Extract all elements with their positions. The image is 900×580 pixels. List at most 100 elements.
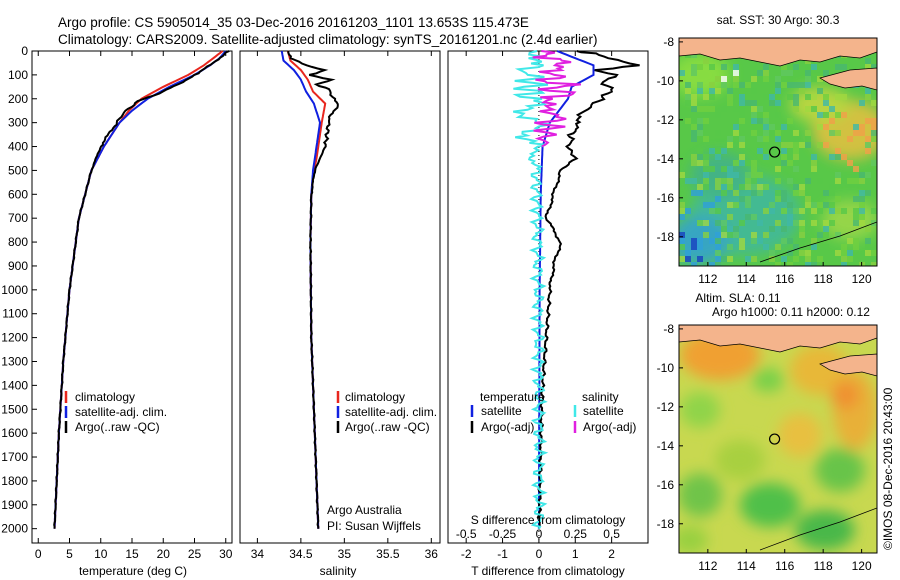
- sst-cell: [847, 160, 853, 166]
- sst-cell: [835, 148, 841, 154]
- sst-cell: [853, 220, 859, 226]
- sst-cell: [781, 154, 787, 160]
- legend-salinity-title: salinity: [582, 390, 619, 404]
- sst-cell: [799, 142, 805, 148]
- sla-map-field: [679, 325, 877, 553]
- sst-cell: [739, 82, 745, 88]
- sst-cell: [733, 70, 739, 76]
- sst-cell: [829, 118, 835, 124]
- sst-cell: [829, 202, 835, 208]
- sst-cell: [799, 250, 805, 256]
- sst-cell: [697, 154, 703, 160]
- sst-cell: [859, 220, 865, 226]
- sst-cell: [865, 94, 871, 100]
- sst-cell: [703, 232, 709, 238]
- sst-cell: [697, 238, 703, 244]
- sst-cell: [745, 256, 751, 262]
- sst-cell: [853, 130, 859, 136]
- sst-cell: [715, 88, 721, 94]
- sst-cell: [715, 130, 721, 136]
- sst-cell: [733, 64, 739, 70]
- sst-cell: [751, 190, 757, 196]
- sst-cell: [763, 124, 769, 130]
- legend-temperature-title: temperature: [480, 390, 545, 404]
- sst-cell: [829, 184, 835, 190]
- sst-cell: [691, 124, 697, 130]
- sst-cell: [811, 94, 817, 100]
- sst-cell: [769, 130, 775, 136]
- sst-cell: [739, 136, 745, 142]
- lon-tick-label: 114: [737, 559, 756, 573]
- sst-cell: [847, 64, 853, 70]
- sst-cell: [865, 118, 871, 124]
- sst-cell: [823, 112, 829, 118]
- temperature-yticks: 0 100 200 300 400 500 600 700 800 900 1000 1100 1200…: [1, 44, 37, 536]
- lon-tick-label: 112: [698, 272, 717, 286]
- difference-plot: -2 -1 0 1 2 -0.5 -0.25 0 0.25 0.5: [456, 50, 640, 561]
- sst-cell: [739, 100, 745, 106]
- sst-cell: [739, 220, 745, 226]
- sst-cell: [805, 64, 811, 70]
- institution-annotation: Argo Australia: [327, 503, 402, 517]
- sst-cell: [691, 262, 697, 266]
- sst-cell: [745, 196, 751, 202]
- sst-cell: [733, 130, 739, 136]
- sst-cell: [847, 262, 853, 266]
- x-tick-label: 36: [425, 547, 439, 561]
- legend-argo: Argo(..raw -QC): [75, 420, 160, 434]
- figure-title-line2: Climatology: CARS2009. Satellite-adjuste…: [58, 32, 598, 47]
- sst-cell: [733, 202, 739, 208]
- sst-cell: [691, 136, 697, 142]
- sst-cell: [787, 142, 793, 148]
- sst-cell: [721, 106, 727, 112]
- series-line: [287, 50, 339, 529]
- sst-cell: [865, 148, 871, 154]
- sst-cell: [721, 190, 727, 196]
- sst-cell: [679, 214, 685, 220]
- sst-cell: [697, 88, 703, 94]
- sst-cell: [745, 160, 751, 166]
- sst-cell: [679, 256, 685, 262]
- sst-cell: [715, 148, 721, 154]
- sst-cell: [709, 202, 715, 208]
- salinity-legend: climatology satellite-adj. clim. Argo(..…: [327, 390, 437, 533]
- sst-cell: [703, 178, 709, 184]
- sst-cell: [775, 112, 781, 118]
- sst-cell: [703, 220, 709, 226]
- sst-cell: [859, 178, 865, 184]
- sst-map-ticks: 112 114 116 118 120 -8 -10 -12 -14 -16 -18: [657, 35, 872, 286]
- sst-cell: [811, 76, 817, 82]
- sst-cell: [829, 154, 835, 160]
- sst-cell: [871, 136, 877, 142]
- sst-cell: [781, 238, 787, 244]
- sst-cell: [769, 202, 775, 208]
- sst-cell: [781, 142, 787, 148]
- sla-map-subtitle: Argo h1000: 0.11 h2000: 0.12: [712, 305, 870, 319]
- x-tick-label: 0: [35, 547, 42, 561]
- sst-cell: [781, 208, 787, 214]
- sst-cell: [709, 238, 715, 244]
- lon-tick-label: 118: [814, 272, 833, 286]
- sst-cell: [775, 76, 781, 82]
- sst-cell: [751, 100, 757, 106]
- sst-cell: [823, 142, 829, 148]
- depth-tick-label: 1400: [1, 378, 28, 392]
- sst-cell: [757, 118, 763, 124]
- legend-satellite: satellite-adj. clim.: [75, 405, 167, 419]
- sst-cell: [793, 100, 799, 106]
- sst-cell: [769, 94, 775, 100]
- sst-cell: [805, 256, 811, 262]
- sst-cell: [721, 256, 727, 262]
- sst-cell: [709, 88, 715, 94]
- sst-cell: [745, 172, 751, 178]
- sst-cell: [841, 244, 847, 250]
- sst-cell: [763, 232, 769, 238]
- sst-cell: [781, 70, 787, 76]
- sst-cell: [847, 250, 853, 256]
- sst-cell: [709, 148, 715, 154]
- sst-cell: [727, 202, 733, 208]
- sst-cell: [721, 76, 727, 82]
- sst-cell: [781, 64, 787, 70]
- sst-cell: [679, 208, 685, 214]
- sst-cell: [715, 256, 721, 262]
